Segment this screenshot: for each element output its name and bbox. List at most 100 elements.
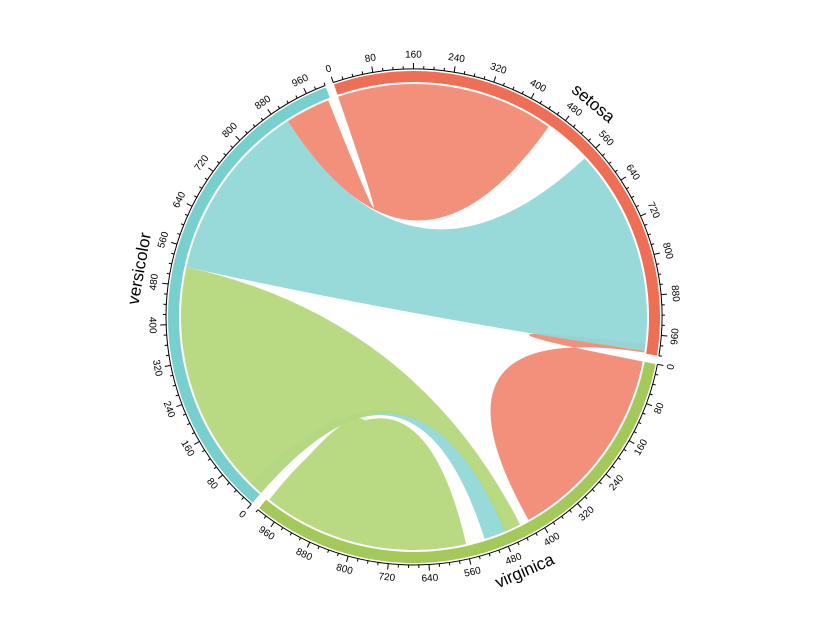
major-tick (493, 76, 497, 83)
minor-tick (277, 105, 281, 109)
minor-tick (298, 537, 302, 541)
minor-tick (623, 448, 627, 452)
tick-label: 560 (463, 565, 482, 580)
major-tick (346, 555, 349, 563)
minor-tick (336, 553, 339, 557)
link-virginica-versicolor (181, 267, 521, 532)
minor-tick (598, 481, 602, 485)
minor-tick (635, 204, 640, 208)
minor-tick (216, 160, 220, 164)
tick-label: 0 (665, 363, 677, 371)
tick-label: 400 (146, 317, 158, 334)
major-tick (330, 76, 334, 83)
minor-tick (617, 457, 621, 460)
major-tick (565, 115, 570, 121)
sector-versicolor (168, 87, 330, 503)
link-setosa-versicolor (287, 83, 549, 221)
minor-tick (488, 553, 491, 557)
major-tick (235, 135, 241, 141)
sector-virginica (259, 361, 656, 564)
minor-tick (172, 384, 176, 387)
minor-tick (341, 76, 344, 80)
minor-tick (244, 130, 248, 134)
minor-tick (656, 263, 660, 265)
minor-tick (552, 521, 556, 525)
major-tick (595, 143, 601, 149)
major-tick (164, 364, 171, 367)
tick-label: 880 (294, 546, 314, 563)
minor-tick (166, 272, 170, 275)
minor-tick (182, 413, 186, 416)
tick-label: 80 (364, 52, 377, 65)
minor-tick (230, 145, 234, 149)
minor-tick (263, 515, 267, 519)
major-tick (628, 440, 635, 444)
minor-tick (187, 422, 191, 426)
tick-label: 480 (148, 273, 161, 291)
minor-tick (323, 82, 326, 86)
major-tick (162, 282, 169, 285)
sector-label-versicolor: versicolor (124, 231, 155, 306)
minor-tick (314, 86, 317, 90)
minor-tick (233, 489, 237, 493)
tick-label: 160 (632, 437, 650, 457)
tick-label: 400 (542, 530, 562, 548)
minor-tick (171, 252, 175, 255)
minor-tick (556, 111, 560, 115)
tick-label: 240 (161, 400, 177, 420)
tick-label: 640 (171, 190, 188, 210)
link-virginica-self (269, 418, 467, 550)
tick-label: 80 (653, 401, 667, 416)
minor-tick (356, 558, 359, 562)
minor-tick (180, 223, 184, 226)
minor-tick (517, 542, 520, 546)
minor-tick (175, 394, 179, 397)
minor-tick (199, 186, 203, 189)
tick-label: 320 (577, 504, 597, 524)
major-tick (387, 563, 389, 570)
minor-tick (652, 383, 656, 386)
minor-tick (498, 549, 501, 554)
chord-links (181, 83, 647, 550)
tick-label: 240 (607, 473, 626, 493)
major-tick (605, 473, 611, 479)
major-tick (453, 66, 456, 73)
minor-tick (631, 195, 635, 199)
tick-label: 720 (645, 200, 662, 220)
tick-label: 400 (528, 77, 548, 95)
minor-tick (626, 186, 630, 190)
major-tick (577, 503, 582, 509)
minor-tick (478, 556, 481, 560)
minor-tick (255, 509, 259, 513)
tick-label: 560 (596, 129, 616, 149)
minor-tick (614, 169, 618, 173)
tick-label: 800 (660, 242, 675, 261)
minor-tick (204, 177, 208, 181)
minor-tick (521, 90, 524, 95)
major-tick (660, 293, 668, 296)
major-tick (246, 503, 252, 510)
major-tick (544, 527, 549, 534)
major-tick (208, 167, 214, 172)
tick-label: 800 (335, 562, 354, 577)
minor-tick (584, 496, 588, 500)
minor-tick (458, 560, 461, 564)
minor-tick (207, 458, 211, 461)
minor-tick (327, 549, 330, 553)
minor-tick (473, 73, 476, 77)
minor-tick (177, 232, 181, 235)
minor-tick (602, 153, 606, 157)
minor-tick (201, 449, 206, 453)
minor-tick (226, 482, 230, 486)
major-tick (176, 404, 183, 408)
tick-label: 880 (253, 93, 273, 112)
minor-tick (658, 273, 662, 275)
major-tick (657, 363, 664, 366)
link-versicolor-virginica (250, 410, 508, 540)
minor-tick (638, 421, 642, 425)
tick-label: 0 (324, 63, 333, 75)
minor-tick (289, 532, 293, 536)
minor-tick (361, 71, 364, 75)
minor-tick (191, 432, 195, 435)
minor-tick (168, 262, 172, 265)
